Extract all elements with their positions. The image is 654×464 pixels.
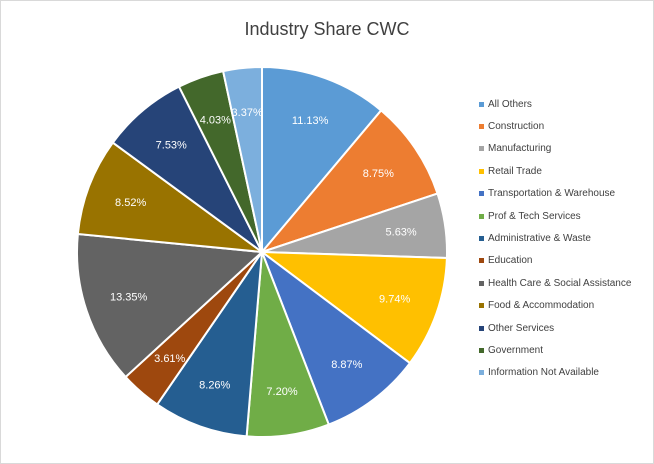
legend-label: All Others [488, 98, 532, 110]
data-label-food-and-accommodation: 8.52% [115, 197, 146, 209]
legend-label: Food & Accommodation [488, 300, 595, 312]
legend-swatch [479, 370, 484, 376]
pie-slice-retail-trade [258, 250, 448, 365]
legend-swatch [479, 258, 484, 264]
legend-label: Education [488, 255, 533, 267]
pie-slice-all-others [261, 65, 383, 255]
legend-swatch [479, 146, 484, 152]
pie-slice-administrative-and-waste [155, 248, 264, 438]
data-label-all-others: 11.13% [292, 115, 329, 127]
legend-item-prof-and-tech-services: Prof & Tech Services [479, 205, 649, 227]
legend-swatch [479, 124, 484, 130]
legend-item-information-not-available: Information Not Available [479, 362, 649, 384]
pie-slice-food-and-accommodation [76, 141, 266, 254]
legend-item-construction: Construction [479, 115, 649, 137]
data-label-prof-and-tech-services: 7.20% [266, 386, 297, 398]
data-label-construction: 8.75% [363, 168, 394, 180]
legend-swatch [479, 168, 484, 174]
pie-slice-transportation-and-warehouse [259, 249, 412, 426]
data-label-government: 4.03% [200, 114, 231, 126]
chart-legend: All Others Construction Manufacturing Retai… [479, 93, 649, 384]
legend-item-food-and-accommodation: Food & Accommodation [479, 295, 649, 317]
legend-swatch [479, 347, 484, 353]
legend-swatch [479, 303, 484, 309]
legend-label: Government [488, 344, 544, 356]
pie-slice-information-not-available [221, 65, 263, 253]
legend-label: Transportation & Warehouse [488, 188, 616, 200]
legend-swatch [479, 213, 484, 219]
pie-slice-construction [258, 109, 439, 255]
legend-swatch [479, 236, 484, 242]
data-label-other-services: 7.53% [156, 140, 187, 152]
legend-item-all-others: All Others [479, 93, 649, 115]
legend-swatch [479, 325, 484, 331]
legend-label: Other Services [488, 322, 555, 334]
data-label-information-not-available: 3.37% [232, 107, 263, 119]
data-label-retail-trade: 9.74% [379, 294, 410, 306]
legend-label: Administrative & Waste [488, 233, 591, 245]
legend-label: Retail Trade [488, 165, 542, 177]
data-label-health-care-and-social-assistance: 13.35% [110, 292, 148, 304]
data-label-manufacturing: 5.63% [386, 227, 417, 239]
legend-item-retail-trade: Retail Trade [479, 160, 649, 182]
legend-item-education: Education [479, 250, 649, 272]
chart-title: Industry Share CWC [244, 19, 410, 39]
legend-label: Construction [488, 121, 545, 133]
legend-swatch [479, 280, 484, 286]
legend-item-transportation-and-warehouse: Transportation & Warehouse [479, 183, 649, 205]
legend-item-health-care-and-social-assistance: Health Care & Social Assistance [479, 272, 649, 294]
legend-label: Health Care & Social Assistance [488, 277, 632, 289]
legend-item-administrative-and-waste: Administrative & Waste [479, 227, 649, 249]
legend-item-manufacturing: Manufacturing [479, 138, 649, 160]
legend-item-other-services: Other Services [479, 317, 649, 339]
pie-slice-health-care-and-social-assistance [76, 232, 265, 379]
data-label-education: 3.61% [154, 353, 185, 365]
legend-item-government: Government [479, 339, 649, 361]
data-label-administrative-and-waste: 8.26% [199, 379, 230, 391]
data-label-transportation-and-warehouse: 8.87% [331, 359, 362, 371]
legend-swatch [479, 101, 484, 107]
legend-label: Manufacturing [488, 143, 552, 155]
legend-label: Prof & Tech Services [488, 210, 581, 222]
legend-label: Information Not Available [488, 367, 599, 379]
legend-swatch [479, 191, 484, 197]
